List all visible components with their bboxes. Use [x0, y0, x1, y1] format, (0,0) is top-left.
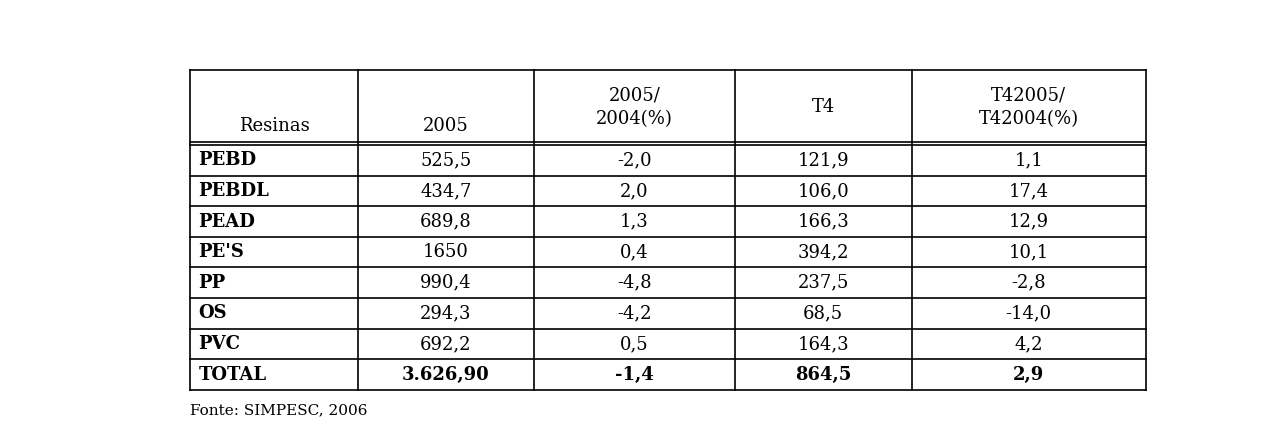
Text: PEAD: PEAD: [198, 213, 256, 231]
Text: 106,0: 106,0: [797, 182, 849, 200]
Text: 4,2: 4,2: [1014, 335, 1043, 353]
Text: -1,4: -1,4: [615, 366, 654, 384]
Text: -4,2: -4,2: [618, 305, 652, 322]
Text: 1650: 1650: [422, 243, 469, 261]
Text: TOTAL: TOTAL: [198, 366, 267, 384]
Text: PEBD: PEBD: [198, 151, 257, 169]
Text: 2,9: 2,9: [1013, 366, 1044, 384]
Text: PVC: PVC: [198, 335, 240, 353]
Text: -14,0: -14,0: [1005, 305, 1052, 322]
Text: -2,8: -2,8: [1012, 274, 1046, 292]
Text: 237,5: 237,5: [797, 274, 849, 292]
Text: 525,5: 525,5: [420, 151, 471, 169]
Text: OS: OS: [198, 305, 227, 322]
Text: 12,9: 12,9: [1008, 213, 1049, 231]
Text: 121,9: 121,9: [797, 151, 849, 169]
Text: T4: T4: [811, 99, 835, 117]
Text: 864,5: 864,5: [795, 366, 851, 384]
Text: 434,7: 434,7: [420, 182, 471, 200]
Text: 1,1: 1,1: [1014, 151, 1043, 169]
Text: 692,2: 692,2: [420, 335, 471, 353]
Text: PEBDL: PEBDL: [198, 182, 270, 200]
Text: 68,5: 68,5: [804, 305, 844, 322]
Text: 2,0: 2,0: [620, 182, 648, 200]
Text: 0,5: 0,5: [620, 335, 648, 353]
Text: Resinas: Resinas: [239, 117, 309, 135]
Text: T42005/
T42004(%): T42005/ T42004(%): [978, 87, 1079, 128]
Text: PP: PP: [198, 274, 226, 292]
Text: Fonte: SIMPESC, 2006: Fonte: SIMPESC, 2006: [190, 404, 367, 418]
Text: -2,0: -2,0: [618, 151, 652, 169]
Text: 10,1: 10,1: [1008, 243, 1049, 261]
Text: PE'S: PE'S: [198, 243, 244, 261]
Text: 2005/
2004(%): 2005/ 2004(%): [596, 87, 673, 128]
Text: 166,3: 166,3: [797, 213, 849, 231]
Text: 164,3: 164,3: [797, 335, 849, 353]
Text: 1,3: 1,3: [620, 213, 648, 231]
Text: 294,3: 294,3: [420, 305, 471, 322]
Text: 689,8: 689,8: [420, 213, 471, 231]
Text: 394,2: 394,2: [797, 243, 849, 261]
Text: 2005: 2005: [422, 117, 469, 135]
Text: 3.626,90: 3.626,90: [402, 366, 489, 384]
Text: 0,4: 0,4: [620, 243, 648, 261]
Text: -4,8: -4,8: [618, 274, 652, 292]
Text: 990,4: 990,4: [420, 274, 471, 292]
Text: 17,4: 17,4: [1009, 182, 1049, 200]
